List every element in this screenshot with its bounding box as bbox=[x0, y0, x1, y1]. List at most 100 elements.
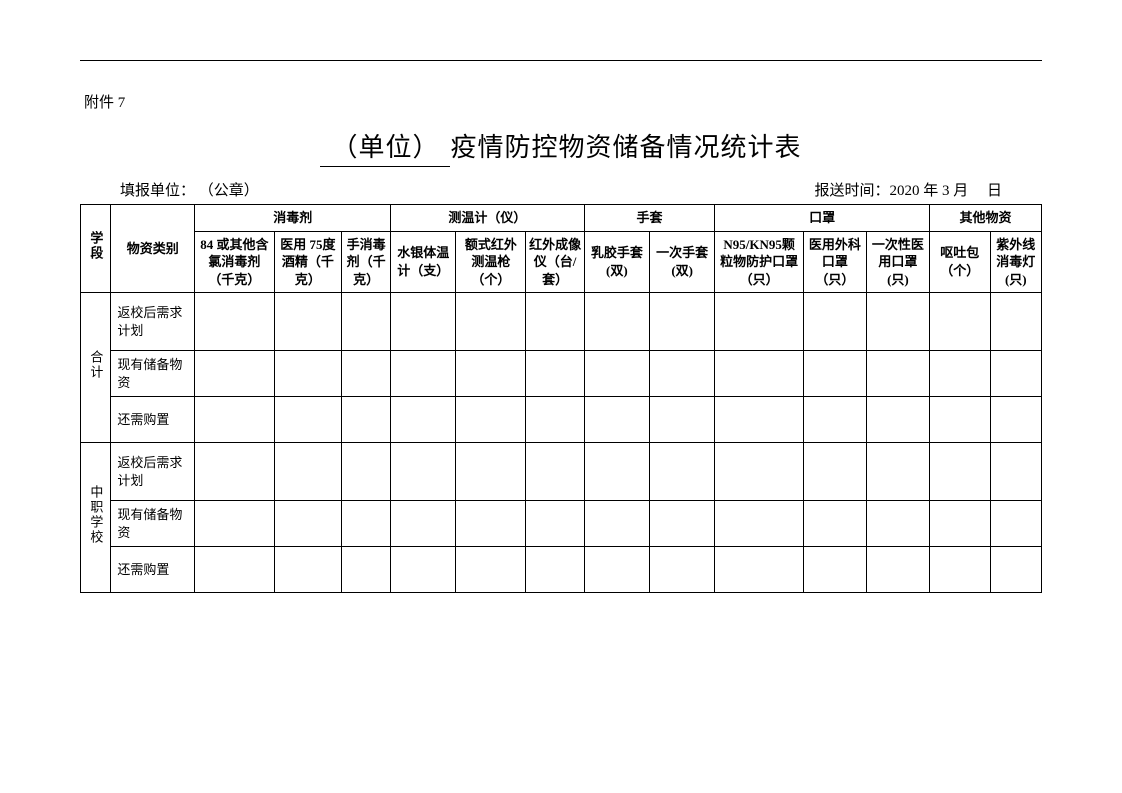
cell bbox=[526, 397, 584, 443]
page-title: （单位）疫情防控物资储备情况统计表 bbox=[80, 127, 1042, 167]
cell bbox=[391, 351, 456, 397]
cell bbox=[929, 501, 990, 547]
cell bbox=[584, 501, 649, 547]
cell bbox=[650, 443, 715, 501]
cell bbox=[650, 547, 715, 593]
col-d1: 84 或其他含氯消毒剂（千克） bbox=[195, 231, 274, 293]
title-unit: （单位） bbox=[320, 127, 450, 167]
cell bbox=[195, 351, 274, 397]
col-t3: 红外成像仪（台/套） bbox=[526, 231, 584, 293]
group-gloves: 手套 bbox=[584, 205, 715, 232]
cell bbox=[274, 501, 342, 547]
cell bbox=[866, 547, 929, 593]
stage-cell: 中职学校 bbox=[81, 443, 111, 593]
table-row: 现有储备物资 bbox=[81, 501, 1042, 547]
cell bbox=[342, 397, 391, 443]
cell bbox=[584, 293, 649, 351]
cell bbox=[929, 443, 990, 501]
cell bbox=[650, 351, 715, 397]
cell bbox=[342, 351, 391, 397]
cell bbox=[803, 501, 866, 547]
cell bbox=[391, 443, 456, 501]
cell bbox=[866, 293, 929, 351]
filler-value: （公章） bbox=[199, 183, 259, 199]
cell bbox=[274, 443, 342, 501]
cell bbox=[990, 351, 1041, 397]
group-thermometer: 测温计（仪） bbox=[391, 205, 585, 232]
cell bbox=[803, 443, 866, 501]
cell bbox=[195, 293, 274, 351]
cell bbox=[929, 397, 990, 443]
cell bbox=[990, 293, 1041, 351]
row-label: 还需购置 bbox=[111, 547, 195, 593]
cell bbox=[803, 547, 866, 593]
group-others: 其他物资 bbox=[929, 205, 1041, 232]
cell bbox=[526, 547, 584, 593]
col-stage: 学段 bbox=[81, 205, 111, 293]
cell bbox=[584, 443, 649, 501]
cell bbox=[866, 397, 929, 443]
cell bbox=[866, 501, 929, 547]
cell bbox=[456, 351, 526, 397]
cell bbox=[274, 547, 342, 593]
cell bbox=[990, 547, 1041, 593]
cell bbox=[990, 397, 1041, 443]
cell bbox=[391, 501, 456, 547]
col-t1: 水银体温计（支） bbox=[391, 231, 456, 293]
filler-label: 填报单位： bbox=[120, 183, 195, 199]
cell bbox=[584, 397, 649, 443]
table-header-row-1: 学段 物资类别 消毒剂 测温计（仪） 手套 口罩 其他物资 bbox=[81, 205, 1042, 232]
title-rest: 疫情防控物资储备情况统计表 bbox=[450, 133, 801, 162]
cell bbox=[929, 351, 990, 397]
cell bbox=[803, 293, 866, 351]
cell bbox=[526, 351, 584, 397]
cell bbox=[274, 351, 342, 397]
group-masks: 口罩 bbox=[715, 205, 930, 232]
table-row: 现有储备物资 bbox=[81, 351, 1042, 397]
table-row: 还需购置 bbox=[81, 547, 1042, 593]
cell bbox=[391, 293, 456, 351]
col-g1: 乳胶手套(双) bbox=[584, 231, 649, 293]
cell bbox=[391, 397, 456, 443]
cell bbox=[803, 397, 866, 443]
cell bbox=[929, 293, 990, 351]
cell bbox=[456, 501, 526, 547]
col-g2: 一次手套(双) bbox=[650, 231, 715, 293]
cell bbox=[274, 397, 342, 443]
cell bbox=[274, 293, 342, 351]
cell bbox=[584, 351, 649, 397]
table-row: 合计 返校后需求计划 bbox=[81, 293, 1042, 351]
col-material-type: 物资类别 bbox=[111, 205, 195, 293]
row-label: 现有储备物资 bbox=[111, 501, 195, 547]
col-o2: 紫外线消毒灯(只) bbox=[990, 231, 1041, 293]
row-label: 返校后需求计划 bbox=[111, 443, 195, 501]
cell bbox=[650, 501, 715, 547]
cell bbox=[526, 501, 584, 547]
cell bbox=[456, 397, 526, 443]
cell bbox=[342, 293, 391, 351]
col-m1: N95/KN95颗粒物防护口罩（只） bbox=[715, 231, 804, 293]
row-label: 现有储备物资 bbox=[111, 351, 195, 397]
cell bbox=[929, 547, 990, 593]
cell bbox=[650, 397, 715, 443]
cell bbox=[342, 443, 391, 501]
page-top-rule bbox=[80, 60, 1042, 61]
cell bbox=[990, 501, 1041, 547]
cell bbox=[342, 501, 391, 547]
col-d2: 医用 75度酒精（千克） bbox=[274, 231, 342, 293]
cell bbox=[391, 547, 456, 593]
cell bbox=[990, 443, 1041, 501]
col-m2: 医用外科口罩（只） bbox=[803, 231, 866, 293]
cell bbox=[715, 547, 804, 593]
cell bbox=[715, 443, 804, 501]
row-label: 还需购置 bbox=[111, 397, 195, 443]
cell bbox=[456, 293, 526, 351]
cell bbox=[650, 293, 715, 351]
col-t2: 额式红外测温枪（个） bbox=[456, 231, 526, 293]
row-label: 返校后需求计划 bbox=[111, 293, 195, 351]
cell bbox=[456, 443, 526, 501]
cell bbox=[866, 443, 929, 501]
table-row: 中职学校 返校后需求计划 bbox=[81, 443, 1042, 501]
cell bbox=[195, 501, 274, 547]
cell bbox=[715, 501, 804, 547]
